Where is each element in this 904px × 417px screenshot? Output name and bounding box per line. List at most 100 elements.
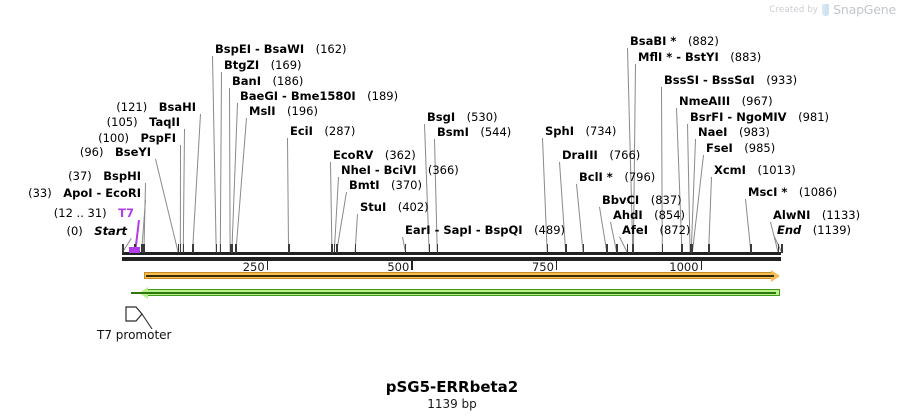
enzyme-site-position: (1139)	[801, 223, 852, 237]
enzyme-site-name: BseYI	[114, 145, 151, 159]
enzyme-site-position: (189)	[355, 89, 399, 103]
enzyme-site-position: (37)	[68, 169, 104, 183]
ruler-tick	[555, 261, 558, 270]
enzyme-site-name: BmtI	[349, 178, 380, 192]
enzyme-site-name: EcoRV	[333, 148, 374, 162]
t7-promoter-caption: T7 promoter	[97, 328, 172, 342]
enzyme-site-label[interactable]: (12 .. 31) T7	[54, 207, 134, 220]
enzyme-site-label[interactable]: (105) TaqII	[107, 116, 180, 129]
enzyme-site-label[interactable]: StuI (402)	[360, 201, 429, 214]
cut-site-marker	[336, 244, 338, 253]
enzyme-site-label[interactable]: BaeGI - Bme1580I (189)	[240, 90, 398, 103]
enzyme-site-label[interactable]: BsrFI - NgoMIV (981)	[690, 111, 829, 124]
backbone-line-top	[122, 252, 781, 255]
enzyme-site-position: (983)	[727, 125, 770, 139]
enzyme-site-label[interactable]: BsmI (544)	[437, 126, 511, 139]
enzyme-site-name: AfeI	[622, 223, 648, 237]
leader-line	[155, 158, 179, 252]
enzyme-site-name: BbvCI	[602, 193, 640, 207]
cut-site-marker	[777, 244, 780, 253]
enzyme-site-name: TaqII	[149, 115, 180, 129]
enzyme-site-label[interactable]: SphI (734)	[545, 125, 616, 138]
watermark-created-by: Created by	[769, 4, 819, 15]
enzyme-site-position: (366)	[416, 163, 459, 177]
enzyme-site-label[interactable]: AfeI (872)	[622, 224, 690, 237]
cut-site-marker	[626, 244, 629, 253]
enzyme-site-label[interactable]: BtgZI (169)	[224, 59, 302, 72]
enzyme-site-position: (1133)	[810, 208, 861, 222]
enzyme-site-name: StuI	[360, 200, 387, 214]
enzyme-site-label[interactable]: EcoRV (362)	[333, 149, 416, 162]
enzyme-site-label[interactable]: BbvCI (837)	[602, 194, 682, 207]
enzyme-site-label[interactable]: BclI * (796)	[579, 171, 655, 184]
enzyme-site-label[interactable]: DraIII (766)	[562, 149, 640, 162]
enzyme-site-label[interactable]: (37) BspHI	[68, 170, 141, 183]
enzyme-site-label[interactable]: NmeAIII (967)	[679, 95, 773, 108]
leader-line	[235, 118, 247, 253]
enzyme-site-name: BsrFI - NgoMIV	[690, 110, 787, 124]
enzyme-site-name: BanI	[232, 74, 261, 88]
enzyme-site-name: NaeI	[698, 125, 728, 139]
cut-site-marker	[708, 244, 710, 253]
cut-site-marker	[689, 244, 692, 253]
enzyme-site-label[interactable]: BanI (186)	[232, 75, 303, 88]
enzyme-site-label[interactable]: BsaBI * (882)	[630, 35, 719, 48]
enzyme-site-label[interactable]: BmtI (370)	[349, 179, 422, 192]
orf-forward-arrowhead	[771, 269, 780, 282]
enzyme-site-name: End	[777, 223, 802, 237]
enzyme-site-label[interactable]: (121) BsaHI	[116, 101, 196, 114]
enzyme-site-name: BspEI - BsaWI	[215, 42, 305, 56]
enzyme-site-label[interactable]: FseI (985)	[706, 142, 775, 155]
enzyme-site-name: BssSI - BssSαI	[664, 73, 755, 87]
enzyme-site-position: (105)	[106, 115, 150, 129]
enzyme-site-label[interactable]: MscI * (1086)	[748, 186, 837, 199]
leader-line	[708, 177, 712, 253]
enzyme-site-name: MflI * - BstYI	[638, 50, 719, 64]
enzyme-site-label[interactable]: MslI (196)	[249, 105, 318, 118]
enzyme-site-label[interactable]: (100) PspFI	[98, 132, 176, 145]
enzyme-site-label[interactable]: End (1139)	[777, 224, 851, 237]
enzyme-site-name: BclI *	[579, 170, 613, 184]
enzyme-site-label[interactable]: AlwNI (1133)	[773, 209, 860, 222]
enzyme-site-name: MscI *	[748, 185, 788, 199]
enzyme-site-position: (967)	[730, 94, 773, 108]
enzyme-site-label[interactable]: XcmI (1013)	[714, 164, 796, 177]
enzyme-site-position: (1013)	[745, 163, 796, 177]
enzyme-site-label[interactable]: BssSI - BssSαI (933)	[664, 74, 797, 87]
cut-site-marker	[229, 244, 232, 253]
enzyme-site-label[interactable]: EarI - SapI - BspQI (489)	[405, 224, 565, 237]
leader-line	[576, 183, 584, 252]
enzyme-site-label[interactable]: BsgI (530)	[427, 111, 498, 124]
ruler-tick-label: 1000	[669, 260, 699, 274]
ruler-tick-label: 500	[387, 260, 410, 274]
snapgene-watermark: Created by SnapGene	[769, 2, 896, 17]
cut-site-marker	[404, 244, 407, 253]
cut-site-marker	[565, 244, 567, 253]
cut-site-marker	[288, 244, 290, 253]
cut-site-marker	[428, 244, 431, 253]
leader-line	[182, 129, 185, 253]
enzyme-site-label[interactable]: AhdI (854)	[613, 209, 685, 222]
enzyme-site-name: BspHI	[103, 169, 141, 183]
enzyme-site-label[interactable]: EciI (287)	[290, 125, 355, 138]
enzyme-site-label[interactable]: (96) BseYI	[80, 146, 151, 159]
enzyme-site-name: Start	[94, 224, 127, 238]
enzyme-site-label[interactable]: (0) Start	[66, 225, 127, 238]
enzyme-site-position: (196)	[275, 104, 318, 118]
enzyme-site-label[interactable]: (33) ApoI - EcoRI	[28, 187, 141, 200]
enzyme-site-label[interactable]: NheI - BciVI (366)	[341, 164, 459, 177]
enzyme-site-position: (402)	[386, 200, 429, 214]
enzyme-site-name: EarI - SapI - BspQI	[405, 223, 523, 237]
cut-site-marker	[331, 244, 333, 253]
enzyme-site-position: (981)	[786, 110, 830, 124]
cut-site-marker	[750, 244, 752, 253]
enzyme-site-label[interactable]: NaeI (983)	[698, 126, 770, 139]
cut-site-marker	[143, 244, 145, 253]
enzyme-site-label[interactable]: BspEI - BsaWI (162)	[215, 43, 347, 56]
cut-site-marker	[690, 244, 693, 253]
enzyme-site-name: BsaBI *	[630, 34, 677, 48]
enzyme-site-label[interactable]: MflI * - BstYI (883)	[638, 51, 761, 64]
cut-site-marker	[333, 244, 336, 253]
cut-site-marker	[219, 244, 222, 253]
cut-site-marker	[177, 244, 180, 253]
